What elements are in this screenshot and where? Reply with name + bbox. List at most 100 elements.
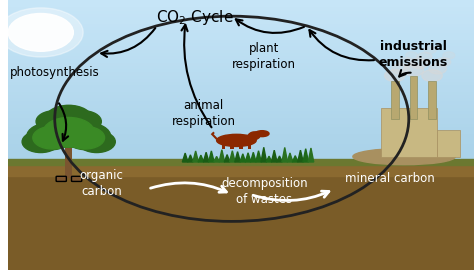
Ellipse shape xyxy=(217,134,256,146)
Bar xyxy=(8,42,474,45)
Circle shape xyxy=(43,117,94,147)
Circle shape xyxy=(46,105,92,132)
Circle shape xyxy=(27,123,73,150)
Text: decomposition
of wastes: decomposition of wastes xyxy=(221,177,308,206)
Bar xyxy=(8,91,474,94)
Bar xyxy=(8,94,474,97)
Bar xyxy=(8,152,474,156)
Bar xyxy=(8,133,474,136)
Circle shape xyxy=(422,70,442,82)
Bar xyxy=(8,75,474,78)
Circle shape xyxy=(8,14,73,51)
Circle shape xyxy=(0,8,83,57)
Polygon shape xyxy=(282,147,288,162)
Text: organic
carbon: organic carbon xyxy=(79,169,123,198)
Bar xyxy=(8,10,474,13)
Bar xyxy=(8,26,474,29)
Bar xyxy=(230,143,234,148)
Bar xyxy=(8,39,474,42)
Bar xyxy=(8,162,474,270)
Polygon shape xyxy=(219,150,225,162)
Polygon shape xyxy=(224,155,230,162)
Polygon shape xyxy=(193,151,199,162)
Bar xyxy=(8,139,474,143)
Circle shape xyxy=(33,126,72,149)
Circle shape xyxy=(64,111,101,132)
Ellipse shape xyxy=(248,132,260,140)
Bar xyxy=(8,16,474,19)
Bar xyxy=(8,52,474,55)
Bar xyxy=(247,143,251,148)
Polygon shape xyxy=(266,156,272,162)
Circle shape xyxy=(38,112,99,147)
Bar xyxy=(391,81,399,119)
Circle shape xyxy=(406,52,418,59)
Bar xyxy=(381,108,437,157)
Polygon shape xyxy=(287,153,293,162)
Text: CO$_2$ Cycle: CO$_2$ Cycle xyxy=(155,8,233,27)
Bar xyxy=(8,162,474,176)
Bar xyxy=(8,113,474,117)
Polygon shape xyxy=(272,150,277,162)
Bar xyxy=(8,136,474,139)
Polygon shape xyxy=(203,152,209,162)
Text: plant
respiration: plant respiration xyxy=(232,42,296,71)
Bar xyxy=(8,123,474,126)
Circle shape xyxy=(410,58,428,69)
Circle shape xyxy=(417,52,432,61)
Circle shape xyxy=(403,64,424,76)
Bar xyxy=(428,81,436,119)
Bar xyxy=(8,3,474,6)
Polygon shape xyxy=(245,153,251,162)
Bar xyxy=(8,58,474,62)
Polygon shape xyxy=(229,151,235,162)
Polygon shape xyxy=(214,156,219,162)
Circle shape xyxy=(78,131,115,153)
Bar xyxy=(8,68,474,71)
Circle shape xyxy=(443,52,455,59)
Bar xyxy=(8,32,474,36)
Polygon shape xyxy=(298,150,303,162)
Bar xyxy=(65,143,73,178)
Ellipse shape xyxy=(255,131,269,137)
Bar xyxy=(8,143,474,146)
Polygon shape xyxy=(198,155,204,162)
Bar xyxy=(8,49,474,52)
Bar xyxy=(8,62,474,65)
Polygon shape xyxy=(292,156,298,162)
Bar xyxy=(8,120,474,123)
Circle shape xyxy=(64,123,110,150)
Circle shape xyxy=(424,46,436,53)
Text: mineral carbon: mineral carbon xyxy=(345,172,435,185)
Bar xyxy=(221,143,225,148)
Polygon shape xyxy=(308,148,314,162)
Bar xyxy=(8,13,474,16)
Polygon shape xyxy=(303,149,309,162)
Bar xyxy=(239,143,243,148)
Circle shape xyxy=(36,111,73,132)
Bar xyxy=(8,100,474,104)
Bar xyxy=(8,81,474,84)
Bar xyxy=(8,110,474,113)
Polygon shape xyxy=(188,155,193,162)
Circle shape xyxy=(392,64,409,74)
Text: animal
respiration: animal respiration xyxy=(172,99,236,128)
Bar xyxy=(8,146,474,149)
Polygon shape xyxy=(250,152,256,162)
Circle shape xyxy=(429,64,447,74)
Bar xyxy=(8,78,474,81)
Bar xyxy=(8,126,474,130)
Circle shape xyxy=(22,131,59,153)
Polygon shape xyxy=(256,151,261,162)
Bar xyxy=(8,45,474,49)
Bar xyxy=(8,159,474,165)
Ellipse shape xyxy=(353,148,456,165)
Bar xyxy=(8,130,474,133)
Bar xyxy=(8,0,474,3)
Bar xyxy=(8,71,474,75)
Polygon shape xyxy=(209,151,214,162)
Circle shape xyxy=(436,58,451,66)
Bar xyxy=(8,107,474,110)
Text: industrial
emissions: industrial emissions xyxy=(379,39,448,69)
Bar xyxy=(8,104,474,107)
